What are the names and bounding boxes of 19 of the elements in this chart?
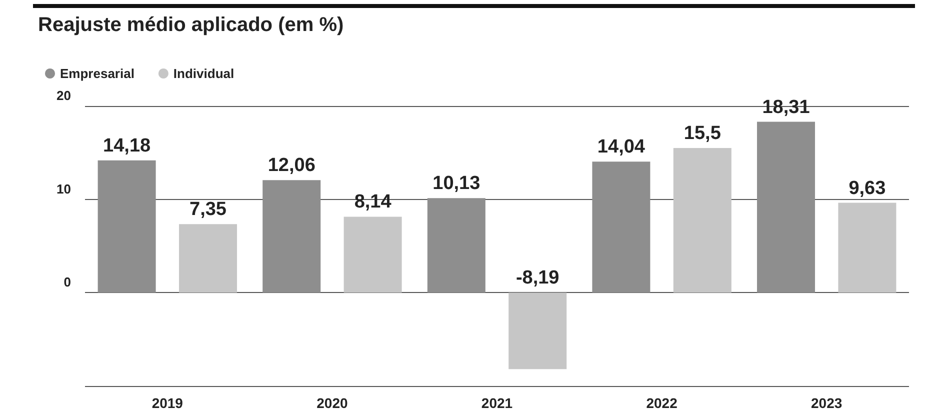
y-tick-label: 20 — [56, 88, 71, 103]
data-label: 10,13 — [432, 173, 480, 194]
data-label: 7,35 — [190, 199, 227, 220]
y-tick-label: 10 — [56, 181, 71, 196]
x-tick-label: 2021 — [481, 395, 513, 411]
data-label: 12,06 — [268, 155, 316, 176]
chart-title: Reajuste médio aplicado (em %) — [38, 14, 344, 36]
x-tick-label: 2019 — [152, 395, 184, 411]
x-tick-label: 2022 — [646, 395, 678, 411]
data-label: 14,18 — [103, 135, 151, 156]
x-tick-label: 2020 — [316, 395, 348, 411]
legend-label: Empresarial — [60, 66, 134, 81]
data-label: 15,5 — [684, 123, 722, 144]
data-label: -8,19 — [516, 268, 560, 289]
x-tick-label: 2023 — [811, 395, 842, 411]
legend-label: Individual — [173, 66, 234, 81]
data-label: 14,04 — [597, 136, 646, 158]
y-tick-label: 0 — [64, 274, 71, 290]
data-label: 9,63 — [848, 178, 886, 199]
